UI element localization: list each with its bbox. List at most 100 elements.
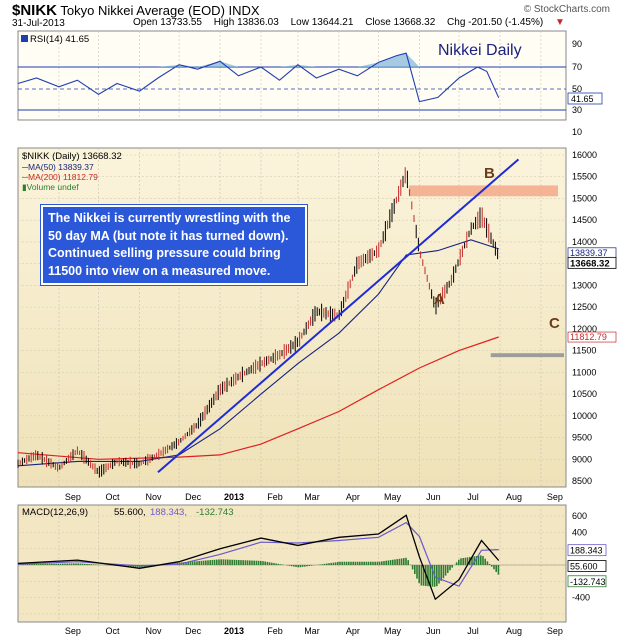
- histogram-bar: [64, 563, 66, 565]
- histogram-bar: [231, 559, 233, 565]
- histogram-bar: [418, 565, 420, 584]
- change-down-icon: ▼: [555, 17, 565, 28]
- histogram-bar: [88, 564, 90, 565]
- histogram-bar: [383, 561, 385, 565]
- x-tick-label: Mar: [304, 626, 320, 636]
- histogram-bar: [337, 562, 339, 565]
- histogram-bar: [400, 558, 403, 565]
- histogram-bar: [392, 559, 394, 565]
- histogram-bar: [209, 560, 211, 565]
- histogram-bar: [77, 563, 79, 565]
- histogram-bar: [66, 563, 68, 565]
- symbol: $NIKK: [12, 2, 58, 19]
- histogram-bar: [86, 563, 88, 565]
- histogram-bar: [480, 555, 482, 565]
- histogram-bar: [51, 563, 53, 565]
- volume-legend-label: ▮Volume undef: [22, 182, 79, 192]
- rsi-value-tag: 41.65: [571, 94, 594, 104]
- histogram-bar: [334, 562, 337, 565]
- histogram-bar: [55, 563, 57, 565]
- histogram-bar: [207, 560, 209, 565]
- histogram-bar: [24, 564, 27, 565]
- histogram-bar: [365, 561, 368, 565]
- histogram-bar: [455, 562, 458, 565]
- histogram-bar: [407, 560, 409, 565]
- rsi-overbought-fill: [18, 53, 499, 67]
- histogram-bar: [330, 562, 332, 565]
- trendline: [157, 158, 520, 474]
- histogram-bar: [213, 559, 216, 565]
- histogram-bar: [26, 564, 29, 565]
- histogram-bar: [75, 563, 77, 565]
- price-tag-bg: [567, 256, 617, 269]
- histogram-bar: [194, 561, 196, 565]
- histogram-bar: [374, 561, 376, 565]
- histogram-bar: [288, 565, 291, 566]
- histogram-bar: [328, 563, 330, 565]
- price-tick-label: 12500: [572, 302, 597, 312]
- histogram-bar: [273, 563, 275, 565]
- x-tick-label: Jul: [467, 626, 479, 636]
- histogram-bar: [238, 560, 240, 565]
- rsi-tick-label: 70: [572, 62, 582, 72]
- target-zone-c: [490, 353, 564, 358]
- x-tick-label: Apr: [346, 626, 360, 636]
- x-tick-label: Oct: [106, 626, 121, 636]
- price-tick-label: 10500: [572, 389, 597, 399]
- histogram-bar: [218, 559, 220, 565]
- x-tick-label: Jul: [467, 492, 479, 502]
- ma50-legend-label: ─MA(50) 13839.37: [21, 162, 94, 172]
- exchange: INDX: [228, 3, 260, 18]
- macd-signal-line: [17, 521, 499, 587]
- histogram-bar: [200, 560, 203, 565]
- macd-histogram: [18, 555, 500, 587]
- rsi-tick-label: 10: [572, 127, 582, 137]
- price-bars: [17, 167, 499, 478]
- histogram-bar: [187, 561, 189, 565]
- x-tick-label: Sep: [547, 492, 563, 502]
- histogram-bar: [345, 561, 348, 565]
- histogram-bar: [191, 561, 194, 565]
- price-tick-label: 15000: [572, 193, 597, 203]
- histogram-bar: [295, 565, 297, 567]
- histogram-bar: [444, 565, 447, 576]
- histogram-bar: [438, 565, 440, 584]
- histogram-bar: [268, 562, 271, 565]
- histogram-bar: [110, 565, 112, 566]
- price-tick-label: 13000: [572, 280, 597, 290]
- histogram-bar: [205, 560, 207, 565]
- histogram-bar: [321, 564, 324, 565]
- x-tick-label: Aug: [506, 492, 522, 502]
- histogram-bar: [403, 558, 405, 565]
- histogram-bar: [385, 560, 387, 565]
- histogram-bar: [367, 561, 370, 565]
- histogram-bar: [319, 564, 321, 565]
- histogram-bar: [370, 561, 372, 565]
- histogram-bar: [132, 565, 134, 567]
- macd-line: [17, 514, 500, 601]
- histogram-bar: [227, 559, 229, 565]
- rsi-panel-bg: [17, 30, 567, 121]
- price-tick-label: 10000: [572, 411, 597, 421]
- macd-tag: -132.743: [570, 577, 606, 587]
- histogram-bar: [341, 561, 343, 565]
- annotation-box: The Nikkei is currently wrestling with t…: [41, 205, 307, 285]
- histogram-bar: [249, 560, 251, 565]
- histogram-bar: [125, 565, 128, 567]
- high-value: High 13836.03: [213, 17, 279, 28]
- histogram-bar: [411, 565, 414, 570]
- change-value: Chg -201.50 (-1.45%): [447, 17, 544, 28]
- histogram-bar: [422, 565, 425, 586]
- histogram-bar: [257, 560, 260, 565]
- macd-tag-bg: [567, 560, 607, 572]
- ma200-tag: 11812.79: [570, 332, 607, 342]
- histogram-bar: [462, 557, 464, 565]
- histogram-bar: [495, 565, 497, 572]
- macd-tick-label: -400: [572, 593, 590, 603]
- histogram-bar: [275, 563, 277, 565]
- ma200-legend-label: ─MA(200) 11812.79: [21, 172, 98, 182]
- ma50-tag: 13839.37: [570, 248, 608, 258]
- histogram-bar: [473, 556, 475, 565]
- histogram-bar: [262, 561, 264, 565]
